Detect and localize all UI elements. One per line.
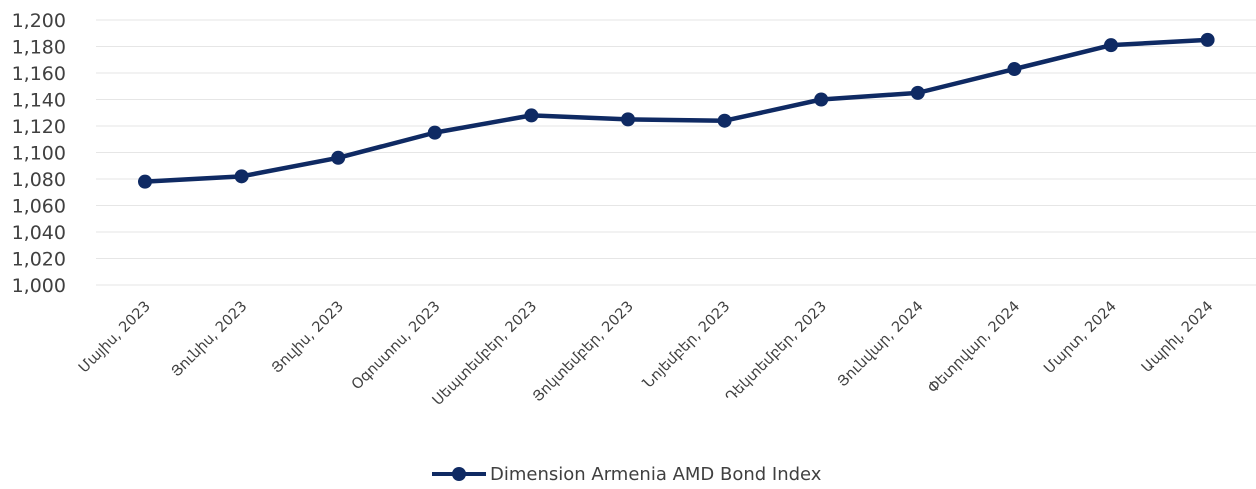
y-tick-label: 1,100 xyxy=(12,143,66,165)
x-tick-label: Յունվար, 2024 xyxy=(835,299,927,391)
data-point xyxy=(1007,62,1022,77)
data-point xyxy=(814,92,829,107)
data-point xyxy=(621,112,635,127)
data-point xyxy=(910,85,925,100)
x-axis-tick-labels: Մայիս, 2023 Յունիս, 2023 Յուլիս, 2023 Օգոստ… xyxy=(76,299,1216,409)
data-point xyxy=(717,113,732,128)
data-point xyxy=(234,169,249,184)
data-point xyxy=(427,125,442,140)
y-tick-label: 1,200 xyxy=(12,10,66,32)
y-tick-label: 1,020 xyxy=(12,249,66,271)
series-line-layer xyxy=(142,37,1210,184)
data-point xyxy=(331,150,346,165)
series-line xyxy=(142,37,1210,184)
x-tick-label: Նոյեմբեր, 2023 xyxy=(640,299,733,392)
data-point xyxy=(1104,38,1118,53)
legend: Dimension Armenia AMD Bond Index xyxy=(432,464,822,485)
y-tick-label: 1,140 xyxy=(12,90,66,112)
x-tick-label: Ապրիլ, 2024 xyxy=(1139,299,1217,377)
data-point xyxy=(1200,32,1215,47)
x-tick-label: Օգոստոս, 2023 xyxy=(349,299,444,394)
series-points-layer xyxy=(138,32,1215,189)
x-tick-label: Յուլիս, 2023 xyxy=(269,299,347,377)
y-tick-label: 1,060 xyxy=(12,196,66,218)
x-tick-label: Սեպտեմբեր, 2023 xyxy=(430,299,540,409)
legend-marker-swatch xyxy=(452,467,466,481)
x-tick-label: Յունիս, 2023 xyxy=(169,299,251,381)
x-tick-label: Մարտ, 2024 xyxy=(1041,299,1120,378)
x-tick-label: Մայիս, 2023 xyxy=(76,299,154,377)
y-tick-label: 1,180 xyxy=(12,37,66,59)
y-tick-label: 1,080 xyxy=(12,169,66,191)
x-tick-label: Դեկտեմբեր, 2023 xyxy=(723,299,830,406)
legend-label: Dimension Armenia AMD Bond Index xyxy=(490,464,822,485)
data-point xyxy=(138,174,152,189)
data-point xyxy=(524,108,539,123)
x-tick-label: Յոկտեմբեր, 2023 xyxy=(530,299,637,406)
y-tick-label: 1,160 xyxy=(12,63,66,85)
y-tick-label: 1,000 xyxy=(12,275,66,297)
y-axis-tick-labels: 1,000 1,020 1,040 1,060 1,080 1,100 1,120 1,140… xyxy=(12,10,66,297)
x-tick-label: Փետրվար, 2024 xyxy=(925,299,1023,397)
y-tick-label: 1,040 xyxy=(12,222,66,244)
gridlines xyxy=(96,19,1256,286)
y-tick-label: 1,120 xyxy=(12,116,66,138)
